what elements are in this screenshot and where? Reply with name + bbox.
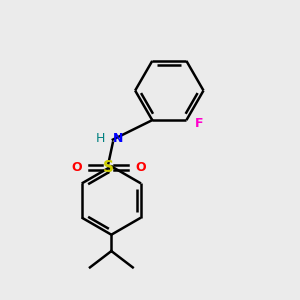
Text: F: F <box>195 117 204 130</box>
Text: O: O <box>71 161 82 174</box>
Text: H: H <box>96 132 105 145</box>
Text: O: O <box>135 161 146 174</box>
Text: N: N <box>113 132 123 145</box>
Text: S: S <box>103 160 114 175</box>
